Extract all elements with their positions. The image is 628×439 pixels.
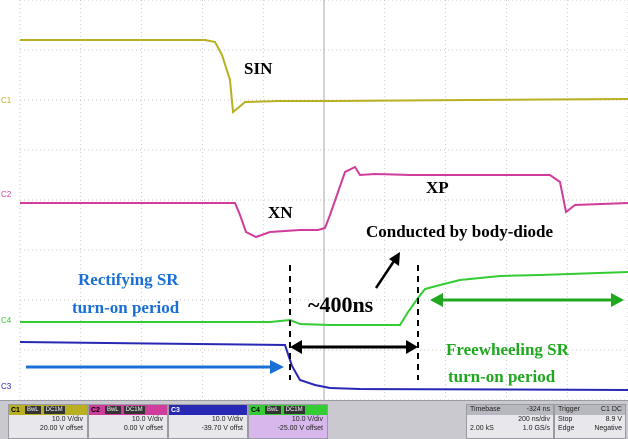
bandwidth-badge: BwL [264, 406, 281, 414]
trace-c4 [20, 271, 628, 326]
trace-c1-sin [20, 39, 628, 114]
trigger-box[interactable]: Trigger C1 DC Stop 8.9 V Edge Negative [554, 404, 626, 439]
coupling-badge: DC1M [283, 406, 305, 414]
channel-offset: 0.00 V offset [123, 425, 163, 432]
timebase-delay: -324 ns [526, 406, 550, 413]
channel-offset: -39.70 V offst [201, 425, 243, 432]
freewheel-arrow-right-head [611, 293, 624, 307]
waveform-grid [19, 0, 628, 400]
volts-per-div: 10.0 V/div [291, 416, 323, 423]
channel-box-c3[interactable]: C3 10.0 V/div -39.70 V offst [168, 404, 248, 439]
xn-label: XN [268, 203, 293, 222]
sin-label: SIN [244, 59, 273, 78]
duration-arrow-right-head [406, 340, 418, 354]
channel-box-c4[interactable]: C4 BwL DC1M 10.0 V/div -25.00 V offset [248, 404, 328, 439]
status-bar: C1 BwL DC1M 10.0 V/div 20.00 V offset C2… [0, 400, 628, 439]
rectifying-label-line2: turn-on period [72, 298, 180, 317]
xp-label: XP [426, 178, 449, 197]
freewheel-arrow-left-head [430, 293, 443, 307]
channel-marker-c1: C1 [1, 96, 12, 105]
volts-per-div: 10.0 V/div [131, 416, 163, 423]
sample-rate: 1.0 GS/s [522, 425, 550, 432]
channel-marker-c3: C3 [1, 382, 12, 391]
body-diode-arrow [374, 257, 398, 289]
trigger-type: Edge [558, 425, 575, 432]
trigger-level: 8.9 V [605, 416, 622, 423]
duration-label: ~400ns [308, 292, 374, 317]
volts-per-div: 10.0 V/div [51, 416, 83, 423]
channel-tag: C2 [91, 406, 100, 414]
channel-offset: 20.00 V offset [39, 425, 83, 432]
rectify-arrow-head [270, 360, 284, 374]
channel-offset: -25.00 V offset [277, 425, 323, 432]
channel-marker-c4: C4 [1, 316, 12, 325]
channel-box-c1[interactable]: C1 BwL DC1M 10.0 V/div 20.00 V offset [8, 404, 88, 439]
channel-tag: C1 [11, 406, 20, 414]
trace-c3 [19, 341, 628, 391]
timebase-box[interactable]: Timebase -324 ns 200 ns/div 2.00 kS 1.0 … [466, 404, 554, 439]
channel-marker-c2: C2 [1, 190, 12, 199]
trigger-source: C1 DC [600, 406, 622, 413]
freewheeling-label-line2: turn-on period [448, 367, 556, 386]
rectifying-label-line1: Rectifying SR [78, 270, 179, 289]
volts-per-div: 10.0 V/div [211, 416, 243, 423]
trace-c2-xn-xp [20, 165, 628, 239]
duration-arrow-left-head [290, 340, 302, 354]
coupling-badge: DC1M [123, 406, 145, 414]
oscilloscope-display: C1 C2 C4 C3 SIN XN XP Conducted by body-… [0, 0, 628, 400]
time-per-div: 200 ns/div [518, 416, 550, 423]
channel-tag: C4 [251, 406, 260, 414]
trigger-title: Trigger [558, 406, 580, 413]
trigger-slope: Negative [594, 425, 622, 432]
sample-count: 2.00 kS [470, 425, 494, 432]
bandwidth-badge: BwL [104, 406, 121, 414]
timebase-title: Timebase [470, 406, 501, 413]
trigger-mode: Stop [558, 416, 573, 423]
coupling-badge: DC1M [43, 406, 65, 414]
freewheeling-label-line1: Freewheeling SR [446, 340, 569, 359]
channel-tag: C3 [171, 406, 180, 414]
body-diode-label: Conducted by body-diode [366, 222, 554, 241]
bandwidth-badge: BwL [24, 406, 41, 414]
channel-box-c2[interactable]: C2 BwL DC1M 10.0 V/div 0.00 V offset [88, 404, 168, 439]
body-diode-arrow-head [389, 252, 400, 266]
